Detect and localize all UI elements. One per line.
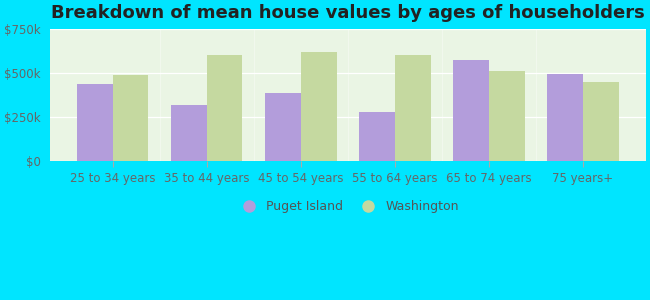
Bar [77, 84, 112, 161]
Legend: Puget Island, Washington: Puget Island, Washington [231, 195, 464, 218]
Bar [359, 112, 395, 161]
Bar [301, 52, 337, 161]
Bar [583, 82, 619, 161]
Bar [489, 70, 525, 161]
Bar [395, 55, 430, 161]
Bar [453, 60, 489, 161]
Bar [207, 55, 242, 161]
Bar [265, 93, 301, 161]
Title: Breakdown of mean house values by ages of householders: Breakdown of mean house values by ages o… [51, 4, 645, 22]
Bar [171, 105, 207, 161]
Bar [112, 75, 148, 161]
Bar [547, 74, 583, 161]
